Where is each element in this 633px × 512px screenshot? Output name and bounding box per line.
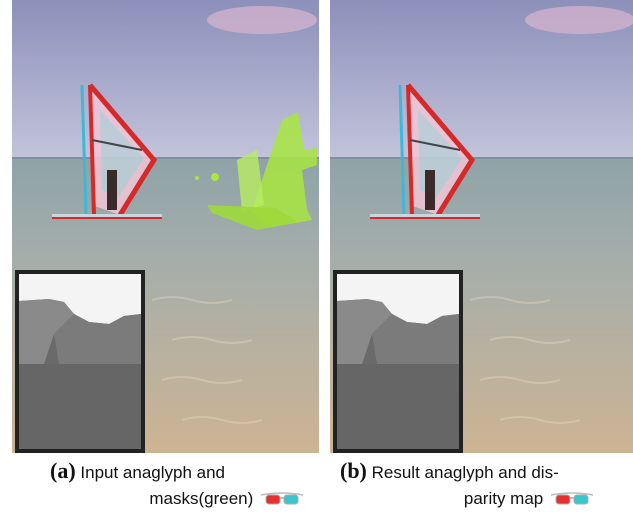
cloud — [207, 6, 317, 34]
caption-a: (a) Input anaglyph and masks(green) — [50, 458, 320, 512]
cloud — [525, 6, 633, 34]
panel-label-b: (b) — [340, 458, 367, 483]
windsurfer — [370, 83, 480, 219]
panel-a-image — [12, 0, 319, 453]
disparity-map-inset — [333, 270, 463, 453]
caption-b: (b) Result anaglyph and dis- parity map — [340, 458, 630, 512]
caption-b-line1: Result anaglyph and dis- — [371, 463, 559, 482]
disparity-map-inset — [15, 270, 145, 453]
caption-a-line2: masks(green) — [149, 489, 254, 508]
caption-b-line2-wrap: parity map — [340, 486, 630, 512]
water-ripples — [469, 296, 581, 424]
windsurfer — [52, 83, 162, 219]
caption-a-line2-wrap: masks(green) — [50, 486, 320, 512]
anaglyph-glasses-icon — [550, 487, 594, 512]
anaglyph-glasses-icon — [260, 487, 304, 512]
water-ripples — [151, 296, 263, 424]
panel-b-image — [330, 0, 633, 453]
green-mask — [195, 112, 317, 230]
caption-a-line1: Input anaglyph and — [80, 463, 226, 482]
panel-label-a: (a) — [50, 458, 76, 483]
caption-b-line2: parity map — [463, 489, 544, 508]
